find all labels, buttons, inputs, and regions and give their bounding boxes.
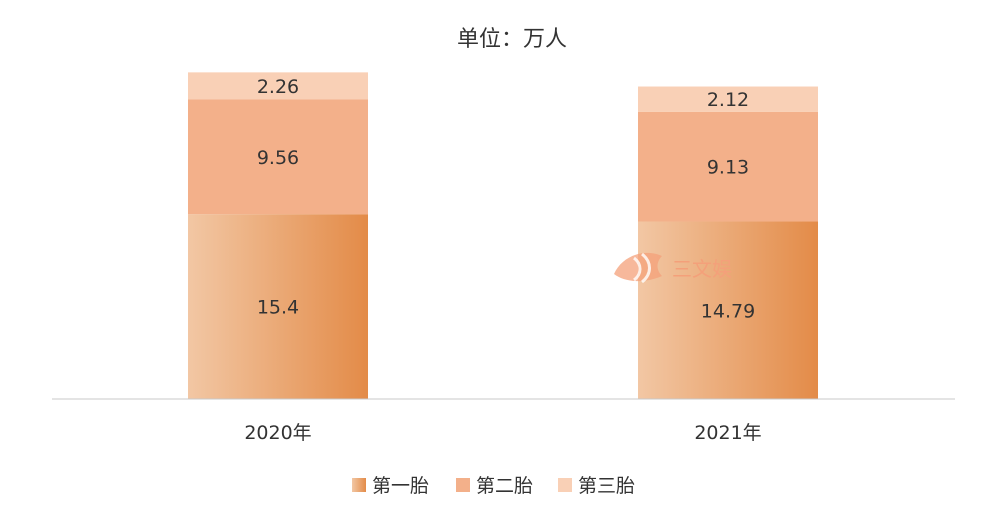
value-label-2-2: 9.13 bbox=[707, 157, 749, 179]
watermark-text: 三文娱 bbox=[672, 257, 732, 281]
legend-label-1: 第一胎 bbox=[372, 475, 429, 497]
bar-3-1 bbox=[188, 72, 368, 100]
bar-2-2 bbox=[638, 111, 818, 222]
legend-label-2: 第二胎 bbox=[476, 475, 533, 497]
chart-title: 单位：万人 bbox=[457, 27, 567, 52]
x-tick-label: 2020年 bbox=[244, 422, 311, 444]
value-label-2-1: 9.56 bbox=[257, 147, 299, 169]
bar-2-1 bbox=[188, 99, 368, 215]
watermark-logo: 三文娱 bbox=[614, 252, 732, 284]
value-label-1-2: 14.79 bbox=[701, 300, 755, 322]
value-labels-layer: 15.4 9.56 2.26 14.79 9.13 2.12 bbox=[257, 76, 755, 322]
value-label-1-1: 15.4 bbox=[257, 297, 299, 319]
watermark-fish-icon bbox=[614, 252, 662, 282]
x-tick-labels: 2020年 2021年 bbox=[244, 422, 761, 444]
legend-label-3: 第三胎 bbox=[578, 475, 635, 497]
legend: 第一胎 第二胎 第三胎 bbox=[352, 475, 635, 497]
watermark-stripes-icon bbox=[633, 252, 651, 284]
bar-1-1 bbox=[188, 214, 368, 399]
legend-swatch-3 bbox=[558, 478, 572, 492]
x-tick-label: 2021年 bbox=[694, 422, 761, 444]
legend-swatch-2 bbox=[456, 478, 470, 492]
legend-swatch-1 bbox=[352, 478, 366, 492]
bars-layer bbox=[188, 72, 818, 399]
value-label-3-2: 2.12 bbox=[707, 89, 749, 111]
value-label-3-1: 2.26 bbox=[257, 76, 299, 98]
bar-3-2 bbox=[638, 86, 818, 112]
bar-1-2 bbox=[638, 221, 818, 399]
